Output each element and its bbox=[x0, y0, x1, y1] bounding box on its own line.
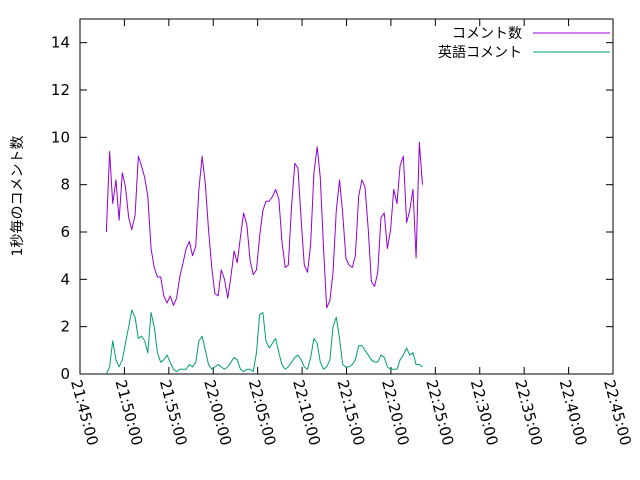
y-tick-label: 8 bbox=[60, 176, 70, 194]
x-tick-label: 22:05:00 bbox=[245, 378, 280, 448]
x-tick-label: 21:50:00 bbox=[111, 378, 146, 448]
y-tick-label: 10 bbox=[51, 128, 70, 146]
series-layer bbox=[105, 141, 423, 375]
x-tick-label: 22:45:00 bbox=[600, 378, 635, 448]
x-tick-label: 22:15:00 bbox=[334, 378, 369, 448]
series-line-2 bbox=[105, 309, 423, 375]
x-tick-label: 22:40:00 bbox=[556, 378, 591, 448]
plot-frame bbox=[79, 18, 614, 375]
x-tick-label: 21:45:00 bbox=[67, 378, 102, 448]
series-line-1 bbox=[105, 141, 423, 309]
x-tick-label: 21:55:00 bbox=[156, 378, 191, 448]
y-axis-ticks: 0 2 4 6 8 10 12 14 bbox=[51, 34, 613, 383]
x-tick-label: 22:10:00 bbox=[289, 378, 324, 448]
y-tick-label: 2 bbox=[60, 318, 70, 336]
y-tick-label: 12 bbox=[51, 81, 70, 99]
x-tick-label: 22:35:00 bbox=[511, 378, 546, 448]
y-tick-label: 14 bbox=[51, 34, 70, 52]
x-tick-label: 22:25:00 bbox=[422, 378, 457, 448]
x-axis-ticks: 21:45:00 21:50:00 21:55:00 22:00:00 22:05:00… bbox=[67, 19, 635, 447]
legend-label-2: 英語コメント bbox=[438, 44, 522, 61]
y-tick-label: 4 bbox=[60, 270, 70, 288]
y-axis-title: 1秒毎のコメント数 bbox=[10, 136, 26, 257]
legend-label-1: コメント数 bbox=[452, 26, 522, 42]
y-tick-label: 0 bbox=[60, 365, 70, 383]
x-tick-label: 22:20:00 bbox=[378, 378, 413, 448]
x-tick-label: 22:00:00 bbox=[200, 378, 235, 448]
y-tick-label: 6 bbox=[60, 223, 70, 241]
x-tick-label: 22:30:00 bbox=[467, 378, 502, 448]
